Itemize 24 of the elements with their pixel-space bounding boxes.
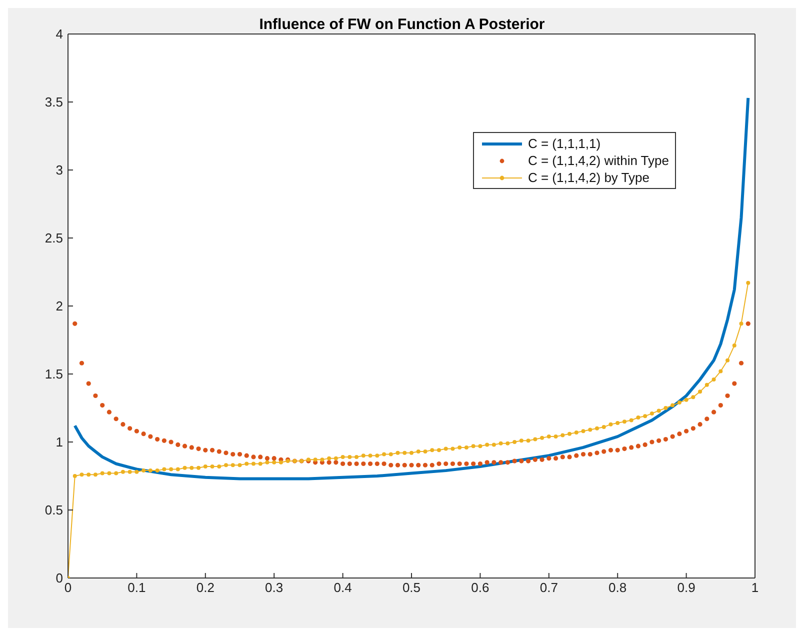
- legend-label: C = (1,1,4,2) by Type: [528, 170, 650, 185]
- y-tick-label: 2.5: [44, 230, 63, 246]
- y-tick-label: 0: [56, 570, 63, 586]
- x-tick-label: 0.7: [540, 580, 558, 596]
- y-tick-label: 4: [56, 26, 63, 42]
- x-tick-label: 0.4: [334, 580, 352, 596]
- line-series: [73, 96, 750, 480]
- y-tick-label: 3.5: [44, 94, 63, 110]
- legend-label: C = (1,1,4,2) within Type: [528, 153, 669, 168]
- x-tick-label: 0.1: [128, 580, 146, 596]
- legend-label: C = (1,1,1,1): [528, 136, 601, 151]
- x-tick-label: 1: [751, 580, 759, 596]
- x-tick-label: 0.2: [196, 580, 214, 596]
- x-tick-label: 0.6: [471, 580, 490, 596]
- chart-title: Influence of FW on Function A Posterior: [259, 16, 545, 33]
- y-tick-label: 1: [56, 434, 63, 450]
- y-tick-label: 2: [56, 298, 63, 314]
- x-tick-label: 0.3: [265, 580, 284, 596]
- y-tick-label: 3: [56, 162, 63, 178]
- x-tick-label: 0.9: [677, 580, 696, 596]
- y-tick-label: 1.5: [44, 366, 63, 382]
- x-tick-label: 0.8: [608, 580, 627, 596]
- x-tick-label: 0.5: [402, 580, 421, 596]
- y-tick-label: 0.5: [44, 502, 63, 518]
